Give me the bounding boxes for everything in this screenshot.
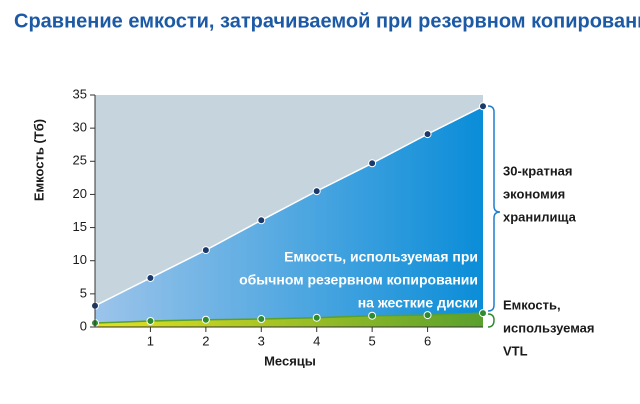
point xyxy=(368,159,377,168)
y-tick-label: 30 xyxy=(73,120,87,135)
savings-label: экономия xyxy=(503,186,565,201)
vtl-label: Емкость, xyxy=(503,297,561,312)
x-tick-label: 2 xyxy=(202,333,209,348)
point xyxy=(479,309,487,318)
x-tick-label: 5 xyxy=(369,333,376,348)
y-tick-label: 0 xyxy=(80,318,87,333)
y-axis-label: Емкость (Тб) xyxy=(31,119,46,201)
y-tick-label: 35 xyxy=(73,86,87,101)
y-tick-label: 25 xyxy=(73,153,87,168)
savings-bracket xyxy=(487,105,501,312)
point xyxy=(479,102,487,111)
y-tick-label: 5 xyxy=(80,285,87,300)
savings-label: хранилища xyxy=(503,209,577,224)
point xyxy=(257,315,266,324)
x-tick-label: 3 xyxy=(258,333,265,348)
point xyxy=(423,130,432,139)
point xyxy=(423,311,432,320)
point xyxy=(312,313,321,322)
area xyxy=(95,313,483,327)
point xyxy=(368,311,377,320)
x-tick-label: 4 xyxy=(313,333,320,348)
area-label: Емкость, используемая при xyxy=(284,249,478,265)
vtl-label: VTL xyxy=(503,343,528,358)
line xyxy=(94,312,484,324)
y-tick-label: 15 xyxy=(73,219,87,234)
x-tick-label: 1 xyxy=(147,333,154,348)
area xyxy=(95,106,483,327)
vtl-bracket xyxy=(487,313,495,328)
point xyxy=(257,216,266,225)
x-axis-label: Месяцы xyxy=(264,353,316,368)
point xyxy=(146,317,155,326)
area-label: обычном резервном копировании xyxy=(239,272,478,288)
y-tick-label: 20 xyxy=(73,186,87,201)
chart-title: Сравнение емкости, затрачиваемой при рез… xyxy=(14,10,640,32)
point xyxy=(201,315,210,324)
savings-label: 30-кратная xyxy=(503,163,573,178)
line xyxy=(94,105,484,307)
point xyxy=(201,246,210,255)
point xyxy=(312,187,321,196)
point xyxy=(146,273,155,282)
area-label: на жесткие диски xyxy=(358,295,478,311)
vtl-label: используемая xyxy=(503,320,594,335)
y-tick-label: 10 xyxy=(73,252,87,267)
x-tick-label: 6 xyxy=(424,333,431,348)
